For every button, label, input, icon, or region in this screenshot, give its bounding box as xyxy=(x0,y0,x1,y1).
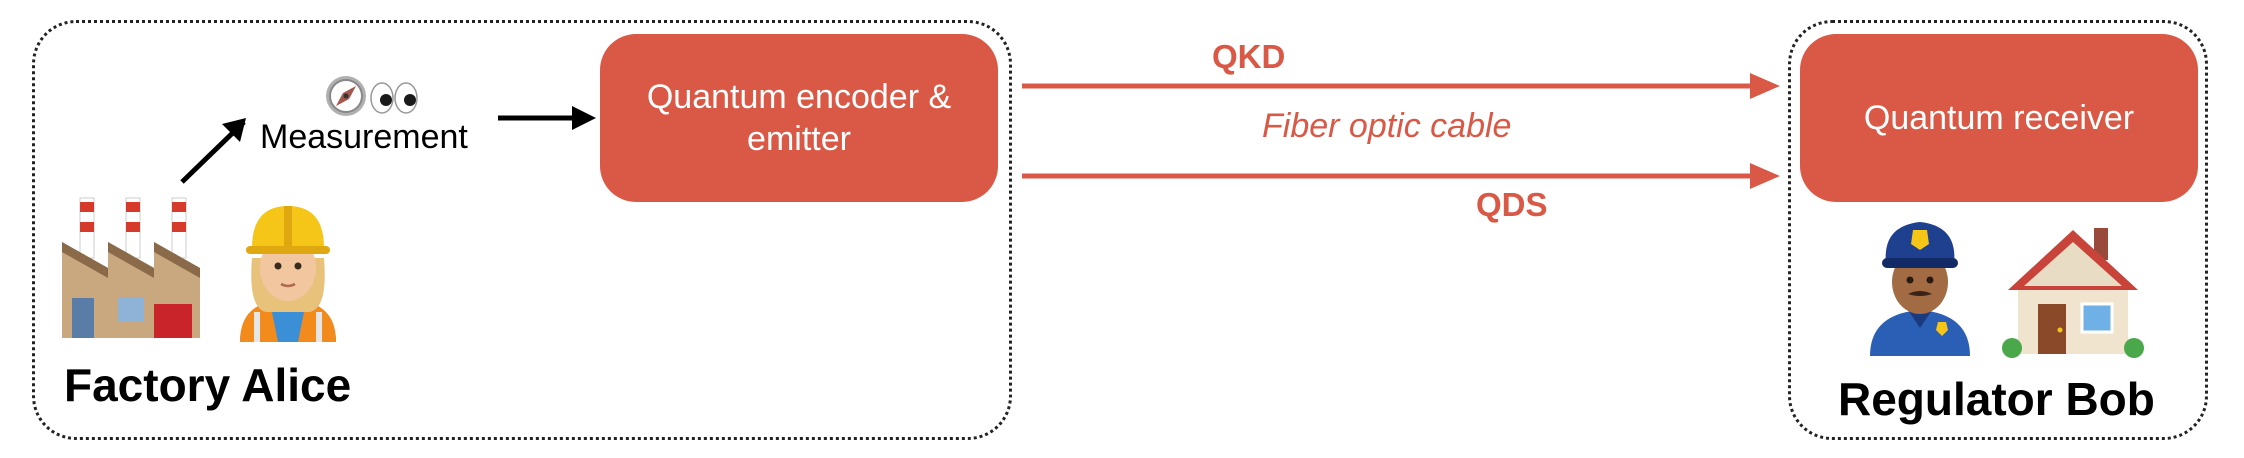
measurement-to-encoder-arrowhead xyxy=(572,106,596,130)
alice-group-box xyxy=(32,20,1012,440)
measurement-label: Measurement xyxy=(260,118,468,156)
bob-group-box xyxy=(1788,20,2208,440)
fiber-optic-cable-label: Fiber optic cable xyxy=(1262,107,1512,145)
police-officer-icon xyxy=(1870,222,1970,356)
factory-to-measurement-arrowhead xyxy=(222,118,246,142)
qds-channel-arrowhead xyxy=(1750,163,1780,189)
compass-icon xyxy=(326,76,366,116)
quantum-encoder-label: Quantum encoder & emitter xyxy=(646,77,952,159)
qkd-channel-arrowhead xyxy=(1750,73,1780,99)
eyes-icon xyxy=(370,82,418,114)
bob-title: Regulator Bob xyxy=(1838,373,2155,425)
qkd-label: QKD xyxy=(1212,38,1286,75)
factory-icon xyxy=(62,197,200,338)
quantum-encoder-block: Quantum encoder & emitter xyxy=(600,34,998,202)
alice-title: Factory Alice xyxy=(64,359,352,411)
quantum-receiver-block: Quantum receiver xyxy=(1800,34,2198,202)
quantum-receiver-label: Quantum receiver xyxy=(1863,98,2135,137)
construction-worker-icon xyxy=(240,206,336,342)
qds-label: QDS xyxy=(1476,186,1548,223)
house-icon xyxy=(2002,228,2144,358)
